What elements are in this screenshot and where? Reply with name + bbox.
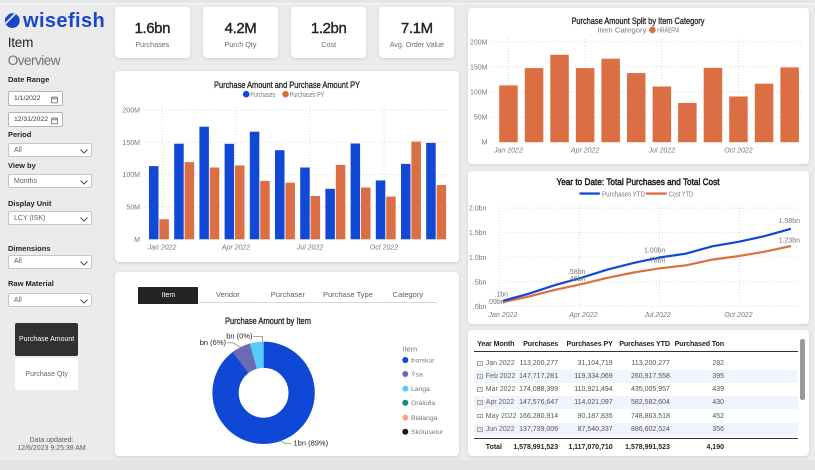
svg-text:1.58bn: 1.58bn [778,218,800,225]
svg-text:Ýsa: Ýsa [411,370,423,379]
svg-text:Jul 2022: Jul 2022 [296,245,324,252]
svg-text:bn (0%): bn (0%) [226,332,253,341]
svg-text:Year to Date: Total Purchases: Year to Date: Total Purchases and Total … [556,177,719,188]
svg-text:Apr 2022: Apr 2022 [221,245,251,252]
svg-text:.5bn: .5bn [472,279,486,286]
svg-text:50M: 50M [126,204,140,211]
svg-text:Purchase Amount and Purchase A: Purchase Amount and Purchase Amount PY [214,80,360,90]
svg-text:bn (6%): bn (6%) [200,338,227,347]
svg-text:.46bn: .46bn [568,276,586,283]
svg-text:Jan 2022: Jan 2022 [493,147,523,154]
svg-text:Jan 2022: Jan 2022 [487,312,517,319]
svg-text:Grálúða: Grálúða [411,399,435,407]
svg-text:Oct 2022: Oct 2022 [724,147,753,154]
svg-text:100M: 100M [470,89,488,96]
svg-text:Item: Item [403,345,418,354]
svg-text:Purchases: Purchases [250,92,275,99]
svg-text:50M: 50M [473,114,487,121]
svg-text:Apr 2022: Apr 2022 [570,147,600,154]
svg-text:Þorskur: Þorskur [411,358,435,365]
svg-text:200M: 200M [470,39,488,46]
svg-text:Jan 2022: Jan 2022 [147,245,177,252]
svg-text:M: M [481,139,487,146]
svg-text:Jul 2022: Jul 2022 [643,312,671,319]
svg-text:150M: 150M [122,140,140,147]
svg-text:150M: 150M [470,64,488,71]
svg-text:1bn (89%): 1bn (89%) [294,439,329,448]
svg-text:Skötuselur: Skötuselur [411,429,444,436]
svg-text:Langa: Langa [411,386,430,393]
svg-text:100M: 100M [122,172,140,179]
svg-text:1.00bn: 1.00bn [644,247,666,254]
svg-text:Jul 2022: Jul 2022 [647,147,675,154]
svg-text:HRÁEFNI: HRÁEFNI [657,25,679,34]
svg-text:Blálanga: Blálanga [411,415,438,422]
svg-text:Oct 2022: Oct 2022 [724,312,753,319]
svg-text:.09bn: .09bn [487,299,505,306]
svg-text:.78bn: .78bn [647,257,665,264]
svg-text:1.5bn: 1.5bn [468,230,486,237]
svg-text:Purchases YTD: Purchases YTD [602,191,645,198]
svg-text:Purchase Amount Split by Item: Purchase Amount Split by Item Category [571,16,704,26]
svg-text:1.0bn: 1.0bn [468,254,486,261]
svg-text:.1bn: .1bn [494,291,508,298]
svg-text:M: M [134,237,140,244]
svg-text:Apr 2022: Apr 2022 [568,312,598,319]
svg-text:.58bn: .58bn [568,269,586,276]
svg-text:1.23bn: 1.23bn [778,237,800,244]
svg-text:Oct 2022: Oct 2022 [370,245,399,252]
svg-text:Item Category: Item Category [597,27,647,34]
svg-text:Cost YTD: Cost YTD [668,191,692,198]
svg-text:Purchases PY: Purchases PY [290,92,325,99]
svg-text:Purchase Amount by Item: Purchase Amount by Item [225,316,311,326]
svg-text:2.0bn: 2.0bn [468,205,486,212]
svg-text:.0bn: .0bn [472,304,486,311]
svg-text:200M: 200M [122,107,140,114]
